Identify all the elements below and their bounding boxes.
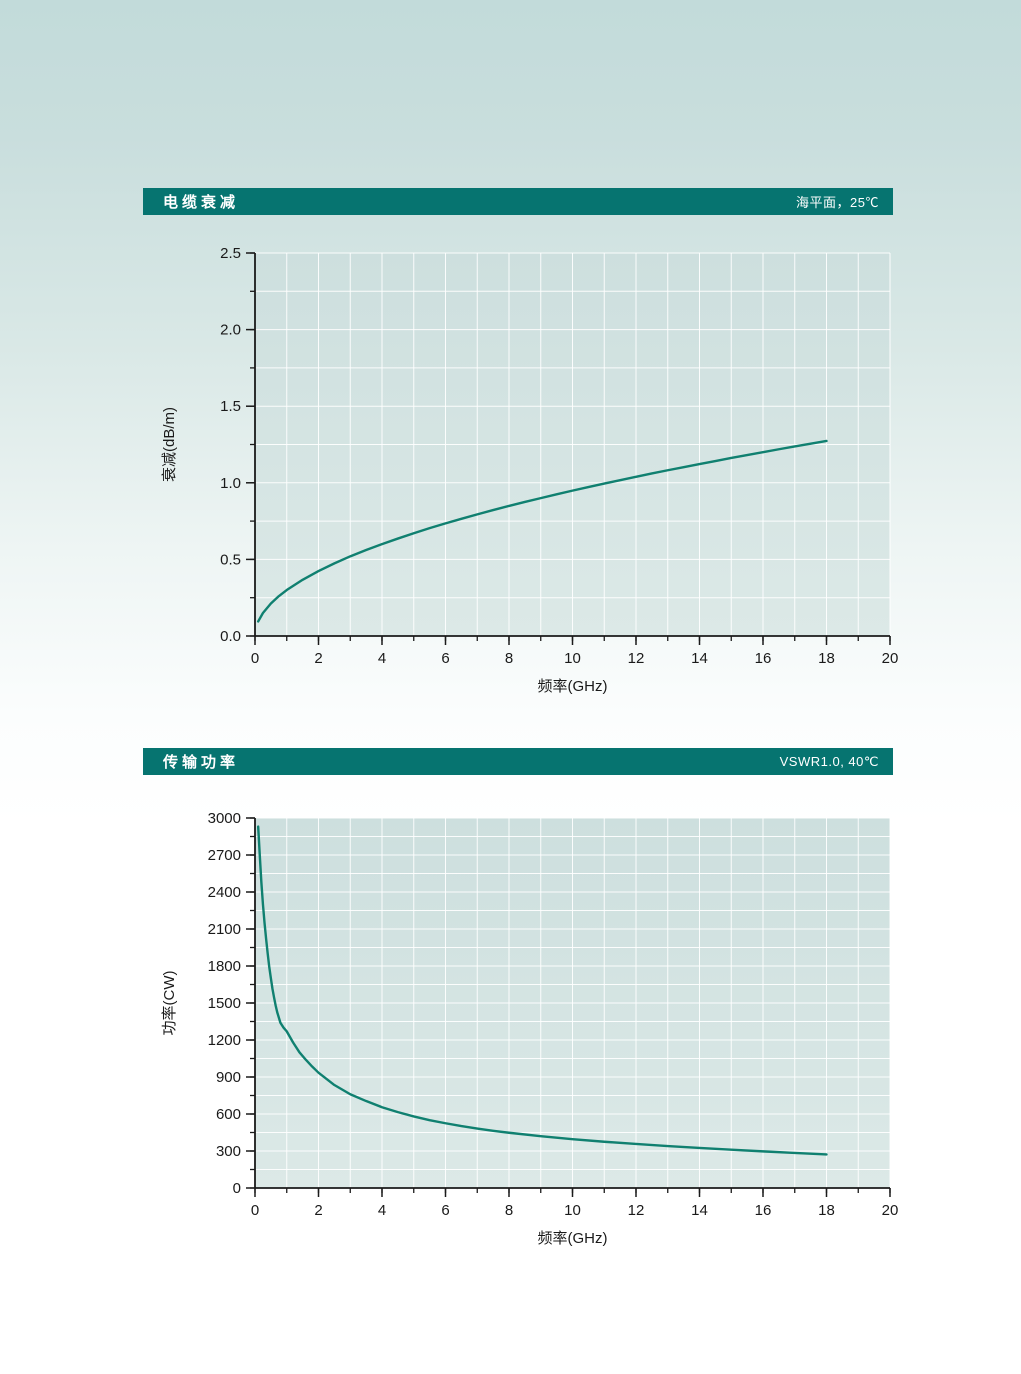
svg-text:16: 16 [755,1202,772,1219]
chart2-header-bar: 传输功率 VSWR1.0, 40℃ [143,748,893,775]
chart1-attenuation-figure: 0 2 4 6 8 10 12 14 16 18 20 0.0 0.5 1.0 1.5 2.0 2.5 频率(GH… [161,245,899,695]
svg-text:300: 300 [216,1143,241,1160]
svg-text:600: 600 [216,1106,241,1123]
svg-text:0.0: 0.0 [220,628,241,645]
svg-text:0.5: 0.5 [220,551,241,568]
chart2-title: 传输功率 [163,754,240,771]
svg-text:频率(GHz): 频率(GHz) [538,678,608,695]
svg-text:6: 6 [441,1202,449,1219]
svg-text:8: 8 [505,1202,513,1219]
svg-text:900: 900 [216,1069,241,1086]
svg-text:3000: 3000 [208,810,241,827]
svg-text:6: 6 [441,650,449,667]
svg-text:频率(GHz): 频率(GHz) [538,1230,608,1247]
svg-text:1.0: 1.0 [220,475,241,492]
svg-text:14: 14 [691,1202,708,1219]
chart1-header-bar: 电缆衰减 海平面，25℃ [143,188,893,215]
svg-text:4: 4 [378,650,386,667]
svg-text:1200: 1200 [208,1032,241,1049]
svg-text:2400: 2400 [208,884,241,901]
svg-text:2700: 2700 [208,847,241,864]
svg-text:18: 18 [818,1202,835,1219]
svg-text:2: 2 [314,1202,322,1219]
svg-text:0: 0 [251,650,259,667]
svg-text:2100: 2100 [208,921,241,938]
svg-text:14: 14 [691,650,708,667]
svg-text:12: 12 [628,1202,645,1219]
svg-text:0: 0 [233,1180,241,1197]
svg-text:20: 20 [882,1202,899,1219]
svg-text:1500: 1500 [208,995,241,1012]
svg-text:16: 16 [755,650,772,667]
chart1-condition: 海平面，25℃ [796,195,879,210]
svg-text:18: 18 [818,650,835,667]
svg-text:1800: 1800 [208,958,241,975]
svg-text:2.5: 2.5 [220,245,241,262]
svg-text:功率(CW): 功率(CW) [161,971,178,1036]
svg-text:10: 10 [564,1202,581,1219]
svg-text:4: 4 [378,1202,386,1219]
chart2-power-figure: 0 2 4 6 8 10 12 14 16 18 20 0 300 600 900 1200 1500 1800 2… [161,810,899,1247]
svg-text:1.5: 1.5 [220,398,241,415]
svg-text:10: 10 [564,650,581,667]
svg-text:20: 20 [882,650,899,667]
chart1-title: 电缆衰减 [163,194,240,211]
svg-text:0: 0 [251,1202,259,1219]
svg-text:衰减(dB/m): 衰减(dB/m) [161,407,178,482]
chart2-condition: VSWR1.0, 40℃ [779,753,879,769]
svg-text:2: 2 [314,650,322,667]
svg-text:12: 12 [628,650,645,667]
svg-text:8: 8 [505,650,513,667]
svg-text:2.0: 2.0 [220,322,241,339]
